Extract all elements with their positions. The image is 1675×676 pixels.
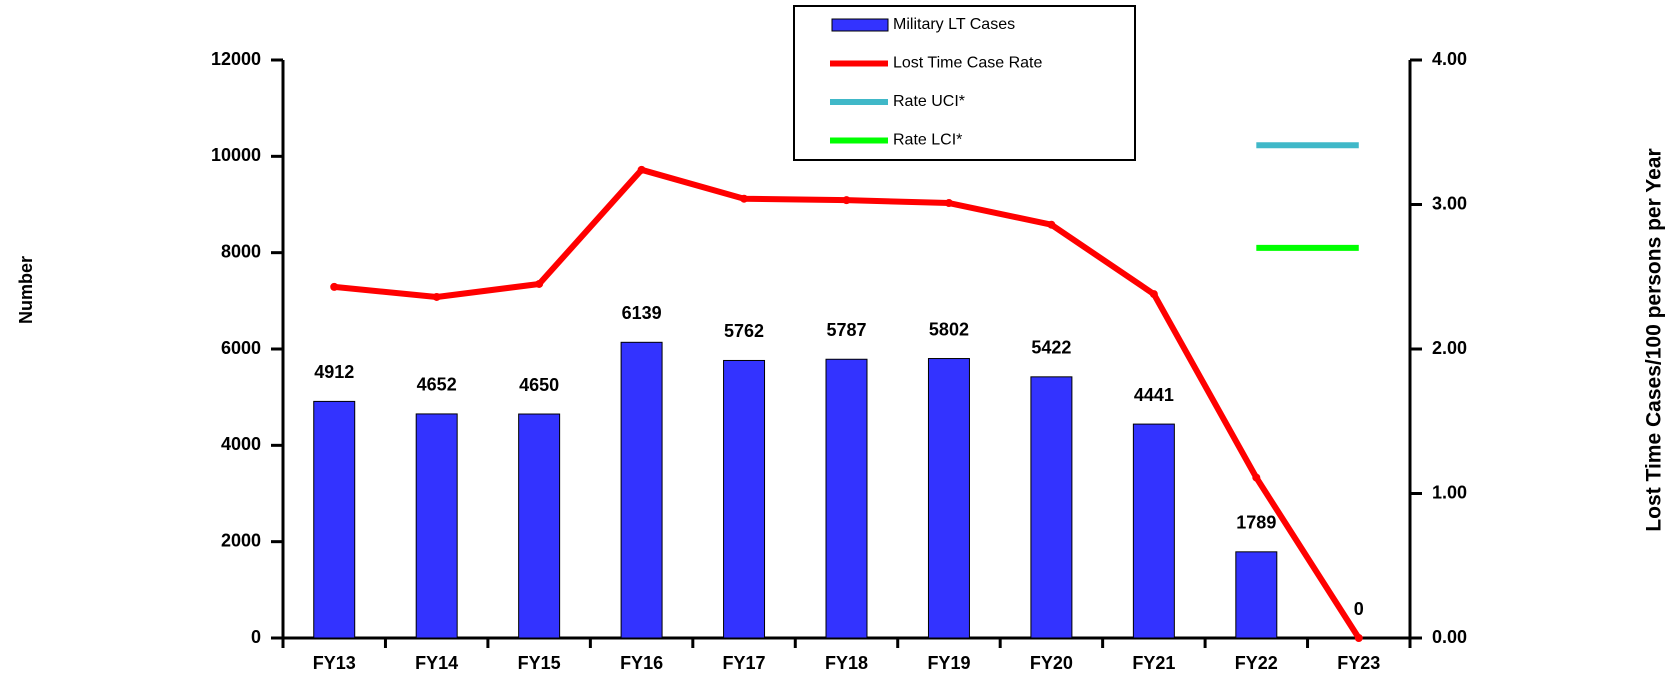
y-tick-label: 4000 (221, 434, 261, 454)
x-tick-label: FY22 (1235, 653, 1278, 673)
y-tick-label: 0 (251, 627, 261, 647)
y-tick-label: 2000 (221, 530, 261, 550)
x-tick-label: FY15 (518, 653, 561, 673)
bar (620, 341, 663, 639)
line-marker (330, 282, 339, 291)
line-marker (1149, 290, 1158, 299)
legend-label: Lost Time Case Rate (893, 55, 1043, 72)
y2-tick-label: 2.00 (1432, 338, 1467, 358)
x-tick-label: FY21 (1132, 653, 1175, 673)
x-tick-label: FY20 (1030, 653, 1073, 673)
y-axis-title: Number (16, 256, 36, 324)
line-marker (944, 199, 953, 208)
legend-label: Rate UCI* (893, 93, 965, 110)
y2-tick-label: 1.00 (1432, 482, 1467, 502)
bar-label: 4652 (417, 375, 457, 395)
bar-label: 5762 (724, 321, 764, 341)
legend-box (793, 5, 1136, 161)
x-tick-label: FY18 (825, 653, 868, 673)
bar (1132, 423, 1175, 639)
bar-label: 4912 (314, 362, 354, 382)
bar-label: 4650 (519, 375, 559, 395)
bar (415, 413, 458, 639)
bar (1235, 551, 1278, 639)
y-tick-label: 8000 (221, 241, 261, 261)
bar (518, 413, 561, 639)
x-tick-label: FY23 (1337, 653, 1380, 673)
y2-tick-label: 0.00 (1432, 627, 1467, 647)
legend-label: Rate LCI* (893, 132, 962, 149)
line-marker (1047, 220, 1056, 229)
y2-tick-label: 4.00 (1432, 49, 1467, 69)
bar (1030, 376, 1073, 639)
line-marker (1354, 634, 1363, 642)
bar (723, 359, 766, 639)
line-marker (432, 292, 441, 301)
y-tick-label: 10000 (211, 145, 261, 165)
y2-tick-label: 3.00 (1432, 193, 1467, 213)
legend-swatch (831, 18, 889, 32)
bar-label: 5787 (826, 320, 866, 340)
bar (927, 358, 970, 639)
bar-label: 6139 (622, 303, 662, 323)
line-marker (535, 279, 544, 288)
bar-label: 4441 (1134, 385, 1174, 405)
line-marker (1252, 473, 1261, 482)
x-tick-label: FY16 (620, 653, 663, 673)
x-tick-label: FY14 (415, 653, 458, 673)
legend-label: Military LT Cases (893, 16, 1015, 33)
line-marker (740, 194, 749, 203)
bar-label: 5802 (929, 319, 969, 339)
bar (313, 400, 356, 639)
bar-label: 5422 (1031, 338, 1071, 358)
x-tick-label: FY19 (927, 653, 970, 673)
bar-label: 1789 (1236, 513, 1276, 533)
y2-axis-title: Lost Time Cases/100 persons per Year (1643, 148, 1666, 531)
bar-label: 0 (1354, 599, 1364, 619)
line-marker (637, 165, 646, 174)
x-tick-label: FY13 (313, 653, 356, 673)
line-marker (842, 196, 851, 205)
y-tick-label: 12000 (211, 49, 261, 69)
bar (825, 358, 868, 639)
x-tick-label: FY17 (723, 653, 766, 673)
y-tick-label: 6000 (221, 338, 261, 358)
